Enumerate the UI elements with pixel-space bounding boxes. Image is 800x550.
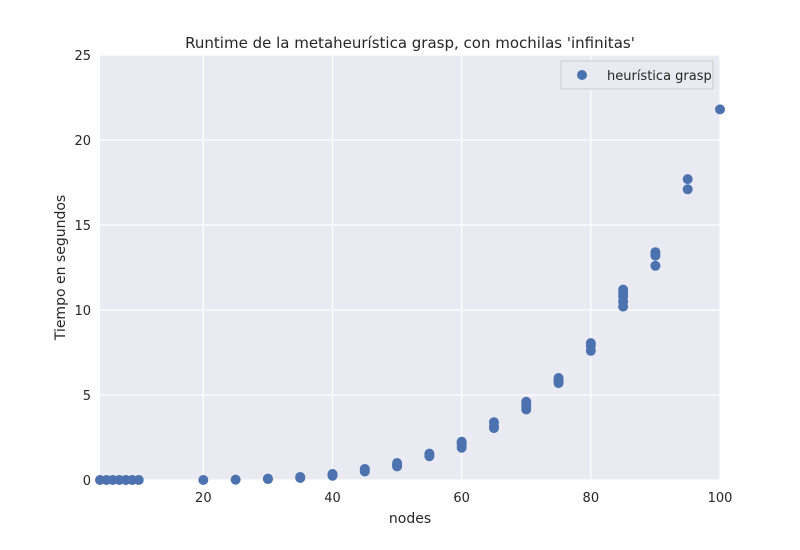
data-point — [359, 463, 370, 474]
data-point — [682, 184, 693, 195]
data-point — [682, 174, 693, 185]
x-tick-labels: 20 40 60 80 100 — [195, 491, 732, 506]
data-point — [230, 474, 241, 485]
y-tick-labels: 0 5 10 15 20 25 — [74, 49, 91, 489]
data-point — [198, 475, 209, 485]
x-tick-label: 100 — [708, 491, 733, 506]
data-point — [424, 448, 435, 459]
x-tick-label: 80 — [583, 491, 600, 506]
data-point — [585, 338, 596, 349]
data-point — [553, 373, 564, 383]
y-tick-label: 10 — [74, 304, 91, 319]
legend: heurística grasp — [560, 60, 714, 90]
data-point — [295, 471, 306, 482]
x-axis-label: nodes — [389, 511, 431, 527]
data-point — [456, 436, 467, 447]
legend-box — [560, 60, 714, 90]
data-point — [650, 260, 661, 271]
data-point — [392, 458, 403, 468]
plot-background — [100, 55, 720, 480]
data-point — [650, 247, 661, 258]
data-point — [618, 284, 629, 295]
x-tick-label: 20 — [195, 491, 212, 506]
legend-marker — [577, 70, 587, 80]
data-points — [95, 104, 725, 485]
x-tick-label: 40 — [324, 491, 341, 506]
data-point — [133, 475, 144, 485]
y-tick-label: 20 — [74, 134, 91, 149]
chart-title: Runtime de la metaheurística grasp, con … — [185, 34, 635, 52]
data-point — [715, 104, 725, 115]
data-point — [488, 417, 499, 428]
legend-label: heurística grasp — [607, 69, 712, 84]
data-point — [521, 396, 532, 407]
x-tick-label: 60 — [453, 491, 470, 506]
data-point — [327, 469, 338, 480]
data-point — [262, 473, 273, 484]
y-axis-label: Tiempo en segundos — [53, 195, 69, 341]
y-tick-label: 0 — [83, 474, 91, 489]
y-tick-label: 15 — [74, 219, 91, 234]
y-tick-label: 25 — [74, 49, 91, 64]
y-tick-label: 5 — [83, 389, 91, 404]
